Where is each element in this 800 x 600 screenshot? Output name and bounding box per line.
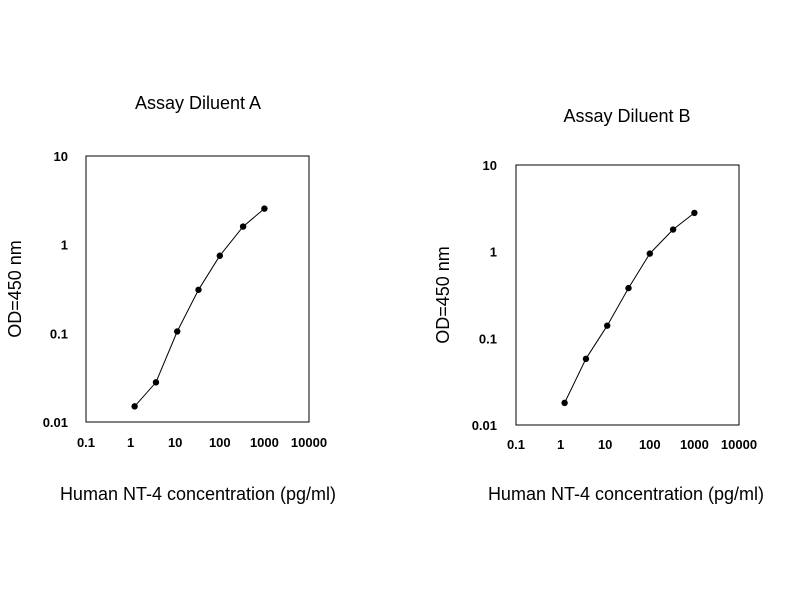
x-tick-label: 10000 [721, 437, 757, 452]
series-line [564, 212, 695, 404]
x-tick-label: 0.1 [77, 435, 95, 450]
data-point [261, 205, 268, 212]
data-point [131, 403, 138, 410]
chart-panel-a: Assay Diluent A OD=450 nm Human NT-4 con… [5, 93, 336, 504]
y-tick-label: 0.1 [50, 326, 68, 341]
x-tick-label: 10 [168, 435, 182, 450]
series-line [134, 208, 265, 407]
series-points [561, 209, 698, 407]
data-point [669, 226, 677, 233]
y-tick-labels: 0.01 0.1 1 10 [472, 158, 497, 433]
y-tick-label: 1 [61, 238, 68, 253]
x-tick-label: 1000 [680, 437, 709, 452]
x-tick-label: 1 [557, 437, 564, 452]
x-tick-labels: 0.1 1 10 100 1000 10000 [507, 437, 757, 452]
chart-panel-b: Assay Diluent B OD=450 nm Human NT-4 con… [433, 106, 764, 504]
data-point [174, 328, 181, 335]
y-tick-label: 10 [483, 158, 497, 173]
data-point [216, 252, 223, 259]
y-axis-label: OD=450 nm [433, 246, 453, 344]
x-tick-label: 1000 [250, 435, 279, 450]
x-tick-label: 1 [127, 435, 134, 450]
data-point [625, 284, 632, 292]
data-point [195, 286, 202, 293]
y-tick-label: 0.1 [479, 331, 497, 346]
chart-title: Assay Diluent A [135, 93, 261, 113]
y-tick-labels: 0.01 0.1 1 10 [43, 149, 68, 430]
x-tick-label: 100 [639, 437, 661, 452]
x-tick-label: 100 [209, 435, 231, 450]
data-point [561, 399, 568, 407]
data-point [691, 209, 698, 217]
data-point [239, 223, 247, 230]
y-tick-label: 0.01 [472, 418, 497, 433]
x-tick-labels: 0.1 1 10 100 1000 10000 [77, 435, 327, 450]
plot-frame [85, 155, 310, 423]
x-tick-label: 10000 [291, 435, 327, 450]
y-axis-label: OD=450 nm [5, 240, 25, 338]
data-point [646, 250, 653, 257]
data-point [582, 355, 590, 363]
series-points [131, 205, 268, 410]
y-tick-label: 10 [54, 149, 68, 164]
y-tick-label: 1 [490, 245, 497, 260]
data-point [604, 322, 611, 329]
x-axis-label: Human NT-4 concentration (pg/ml) [488, 484, 764, 504]
plot-frame [515, 164, 740, 426]
y-tick-label: 0.01 [43, 415, 68, 430]
x-axis-label: Human NT-4 concentration (pg/ml) [60, 484, 336, 504]
chart-title: Assay Diluent B [563, 106, 690, 126]
x-tick-label: 10 [598, 437, 612, 452]
x-tick-label: 0.1 [507, 437, 525, 452]
data-point [152, 379, 160, 386]
